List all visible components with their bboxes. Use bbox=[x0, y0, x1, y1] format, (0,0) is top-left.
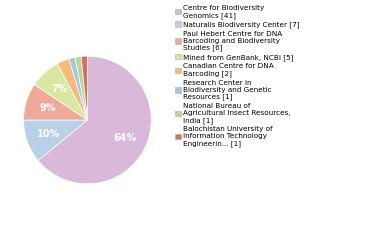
Wedge shape bbox=[34, 64, 87, 120]
Text: 10%: 10% bbox=[37, 129, 60, 139]
Wedge shape bbox=[75, 56, 87, 120]
Text: 9%: 9% bbox=[40, 103, 56, 113]
Legend: Centre for Biodiversity
Genomics [41], Naturalis Biodiversity Center [7], Paul H: Centre for Biodiversity Genomics [41], N… bbox=[175, 5, 300, 147]
Wedge shape bbox=[69, 57, 87, 120]
Text: 64%: 64% bbox=[113, 133, 136, 143]
Wedge shape bbox=[24, 120, 87, 161]
Wedge shape bbox=[38, 56, 151, 184]
Wedge shape bbox=[24, 84, 87, 120]
Text: 7%: 7% bbox=[51, 84, 68, 94]
Wedge shape bbox=[57, 59, 87, 120]
Wedge shape bbox=[81, 56, 87, 120]
